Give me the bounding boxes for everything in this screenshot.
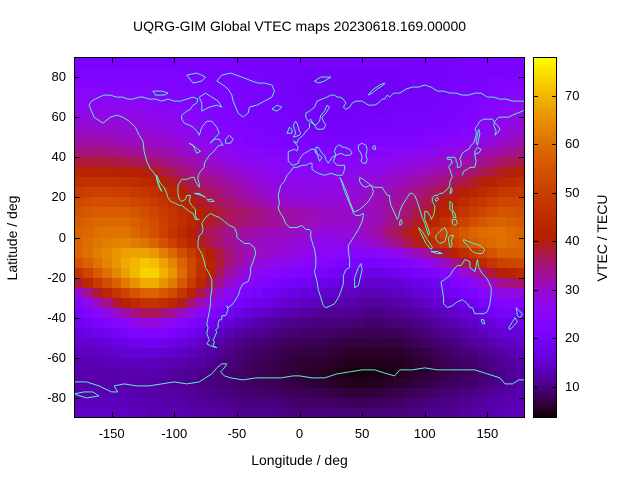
y-tick-label: -40 — [47, 309, 66, 325]
chart-title: UQRG-GIM Global VTEC maps 20230618.169.0… — [132, 18, 467, 34]
y-tick-label: 20 — [51, 189, 66, 205]
colorbar-tick-label: 70 — [565, 87, 580, 103]
colorbar-tick-label: 30 — [565, 281, 580, 297]
x-tick-label: 100 — [413, 426, 436, 441]
colorbar-tick-label: 10 — [565, 378, 580, 394]
x-tick-label: -50 — [227, 426, 247, 441]
x-axis-label: Longitude / deg — [251, 452, 348, 468]
y-axis-label: Latitude / deg — [4, 195, 20, 281]
y-tick-label: -60 — [47, 349, 66, 365]
colorbar-tick-label: 50 — [565, 184, 580, 200]
y-tick-label: 40 — [51, 149, 66, 165]
colorbar-tick-label: 40 — [565, 233, 580, 249]
y-tick-label: 0 — [58, 229, 66, 245]
x-tick-label: -150 — [98, 426, 125, 441]
x-tick-label: 0 — [295, 426, 304, 441]
colorbar-tick-label: 60 — [565, 136, 580, 152]
colorbar-canvas — [533, 57, 557, 418]
vtec-heatmap-canvas — [74, 57, 525, 418]
x-tick-label: 150 — [476, 426, 499, 441]
y-tick-label: -20 — [47, 269, 66, 285]
y-tick-label: 60 — [51, 109, 66, 125]
colorbar-label: VTEC / TECU — [594, 194, 610, 282]
x-tick-label: -100 — [161, 426, 188, 441]
y-tick-label: -80 — [47, 389, 66, 405]
y-tick-label: 80 — [51, 69, 66, 85]
x-tick-label: 50 — [354, 426, 370, 441]
colorbar-tick-label: 20 — [565, 330, 580, 346]
